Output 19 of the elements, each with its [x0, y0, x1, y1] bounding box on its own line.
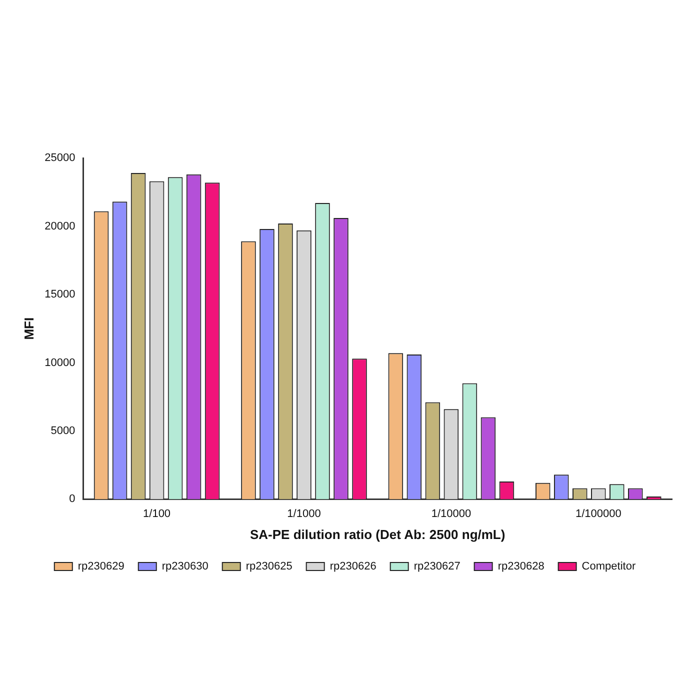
legend-label: rp230629	[78, 560, 124, 573]
x-axis-title: SA-PE dilution ratio (Det Ab: 2500 ng/mL)	[250, 526, 506, 542]
y-tick-label: 25000	[44, 152, 76, 164]
y-tick-label: 20000	[44, 220, 76, 232]
legend-label: rp230628	[498, 560, 544, 573]
y-tick-label: 0	[69, 493, 76, 506]
y-tick-label: 5000	[50, 424, 76, 437]
y-tick-label: 15000	[44, 288, 76, 301]
x-tick-label: 1/10000	[431, 508, 472, 520]
x-tick-label: 1/100000	[575, 508, 622, 520]
legend-label: rp230625	[246, 560, 292, 573]
y-tick-label: 10000	[44, 356, 76, 369]
legend-label: rp230627	[414, 560, 460, 573]
y-axis-title: MFI	[21, 317, 36, 340]
x-tick-label: 1/1000	[287, 508, 321, 520]
legend-label: rp230630	[162, 560, 208, 573]
x-tick-label: 1/100	[143, 508, 171, 520]
legend-label: Competitor	[582, 560, 636, 573]
legend-label: rp230626	[330, 560, 376, 573]
